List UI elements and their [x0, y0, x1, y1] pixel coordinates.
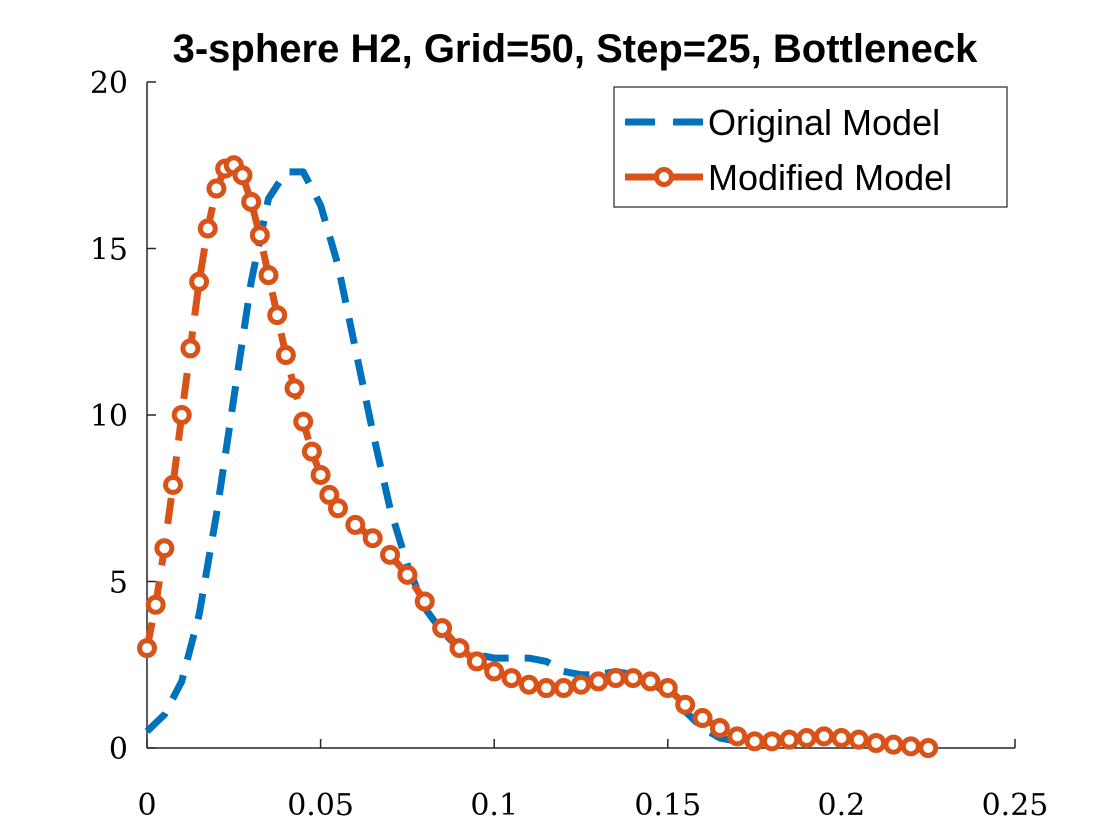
data-point-modified-model — [189, 271, 210, 292]
data-point-modified-model — [657, 678, 678, 699]
legend-label-modified-model: Modified Model — [708, 157, 952, 198]
y-tick-label: 15 — [90, 233, 128, 268]
data-point-modified-model — [249, 225, 270, 246]
data-point-modified-model — [466, 651, 487, 672]
data-point-modified-model — [345, 514, 366, 535]
data-point-modified-model — [397, 564, 418, 585]
series-layer — [137, 155, 939, 758]
y-tick-label: 5 — [109, 566, 128, 601]
data-point-modified-model — [310, 464, 331, 485]
data-point-modified-model — [414, 591, 435, 612]
data-point-modified-model — [137, 638, 157, 659]
data-point-modified-model — [154, 538, 175, 559]
data-point-modified-model — [605, 668, 626, 689]
data-point-modified-model — [518, 674, 539, 695]
data-point-modified-model — [180, 338, 201, 359]
data-point-modified-model — [831, 728, 852, 749]
data-point-modified-model — [197, 218, 218, 239]
data-point-modified-model — [484, 661, 505, 682]
legend-label-original-model: Original Model — [708, 102, 940, 143]
data-point-modified-model — [553, 678, 574, 699]
data-point-modified-model — [232, 165, 253, 186]
data-point-modified-model — [779, 729, 800, 750]
data-point-modified-model — [449, 638, 470, 659]
data-point-modified-model — [692, 708, 713, 729]
x-tick-label: 0.05 — [287, 788, 354, 823]
y-tick-label: 10 — [90, 399, 128, 434]
x-tick-label: 0.25 — [982, 788, 1049, 823]
data-point-modified-model — [380, 544, 401, 565]
axes: 0 0.05 0.1 0.15 0.2 0.25 0 5 10 15 20 — [90, 66, 1049, 823]
data-point-modified-model — [536, 678, 557, 699]
data-point-modified-model — [918, 738, 939, 758]
data-point-modified-model — [145, 594, 166, 615]
data-point-modified-model — [883, 734, 904, 755]
data-point-modified-model — [866, 733, 887, 754]
y-tick-label: 20 — [90, 66, 128, 101]
data-point-modified-model — [362, 528, 383, 549]
data-point-modified-model — [640, 671, 661, 692]
x-tick-label: 0 — [137, 788, 156, 823]
data-point-modified-model — [275, 345, 296, 366]
legend-box — [613, 86, 1008, 208]
data-point-modified-model — [171, 405, 192, 425]
y-tick-label: 0 — [109, 732, 128, 767]
legend: Original Model Modified Model — [613, 86, 1008, 208]
data-point-modified-model — [675, 694, 696, 715]
data-point-modified-model — [848, 729, 869, 750]
chart-title: 3-sphere H2, Grid=50, Step=25, Bottlenec… — [173, 27, 979, 71]
data-point-modified-model — [241, 191, 262, 212]
data-point-modified-model — [900, 736, 921, 757]
data-point-modified-model — [258, 265, 279, 286]
legend-marker-modified-model — [654, 167, 674, 187]
data-point-modified-model — [588, 671, 609, 692]
data-point-modified-model — [206, 178, 227, 199]
data-point-modified-model — [432, 618, 453, 639]
data-point-modified-model — [327, 498, 348, 519]
data-point-modified-model — [623, 668, 644, 689]
data-point-modified-model — [319, 484, 340, 505]
data-point-modified-model — [744, 731, 765, 752]
data-point-modified-model — [293, 411, 314, 432]
data-point-modified-model — [301, 441, 322, 462]
data-point-modified-model — [796, 728, 817, 749]
x-tick-label: 0.15 — [634, 788, 701, 823]
data-point-modified-model — [761, 731, 782, 752]
x-tick-label: 0.1 — [470, 788, 518, 823]
data-point-modified-model — [267, 305, 288, 326]
data-point-modified-model — [727, 726, 748, 747]
data-point-modified-model — [163, 474, 184, 495]
x-tick-label: 0.2 — [818, 788, 866, 823]
data-point-modified-model — [571, 674, 591, 695]
data-point-modified-model — [501, 668, 522, 689]
data-point-modified-model — [814, 726, 835, 747]
data-point-modified-model — [284, 378, 305, 399]
data-point-modified-model — [709, 718, 730, 739]
